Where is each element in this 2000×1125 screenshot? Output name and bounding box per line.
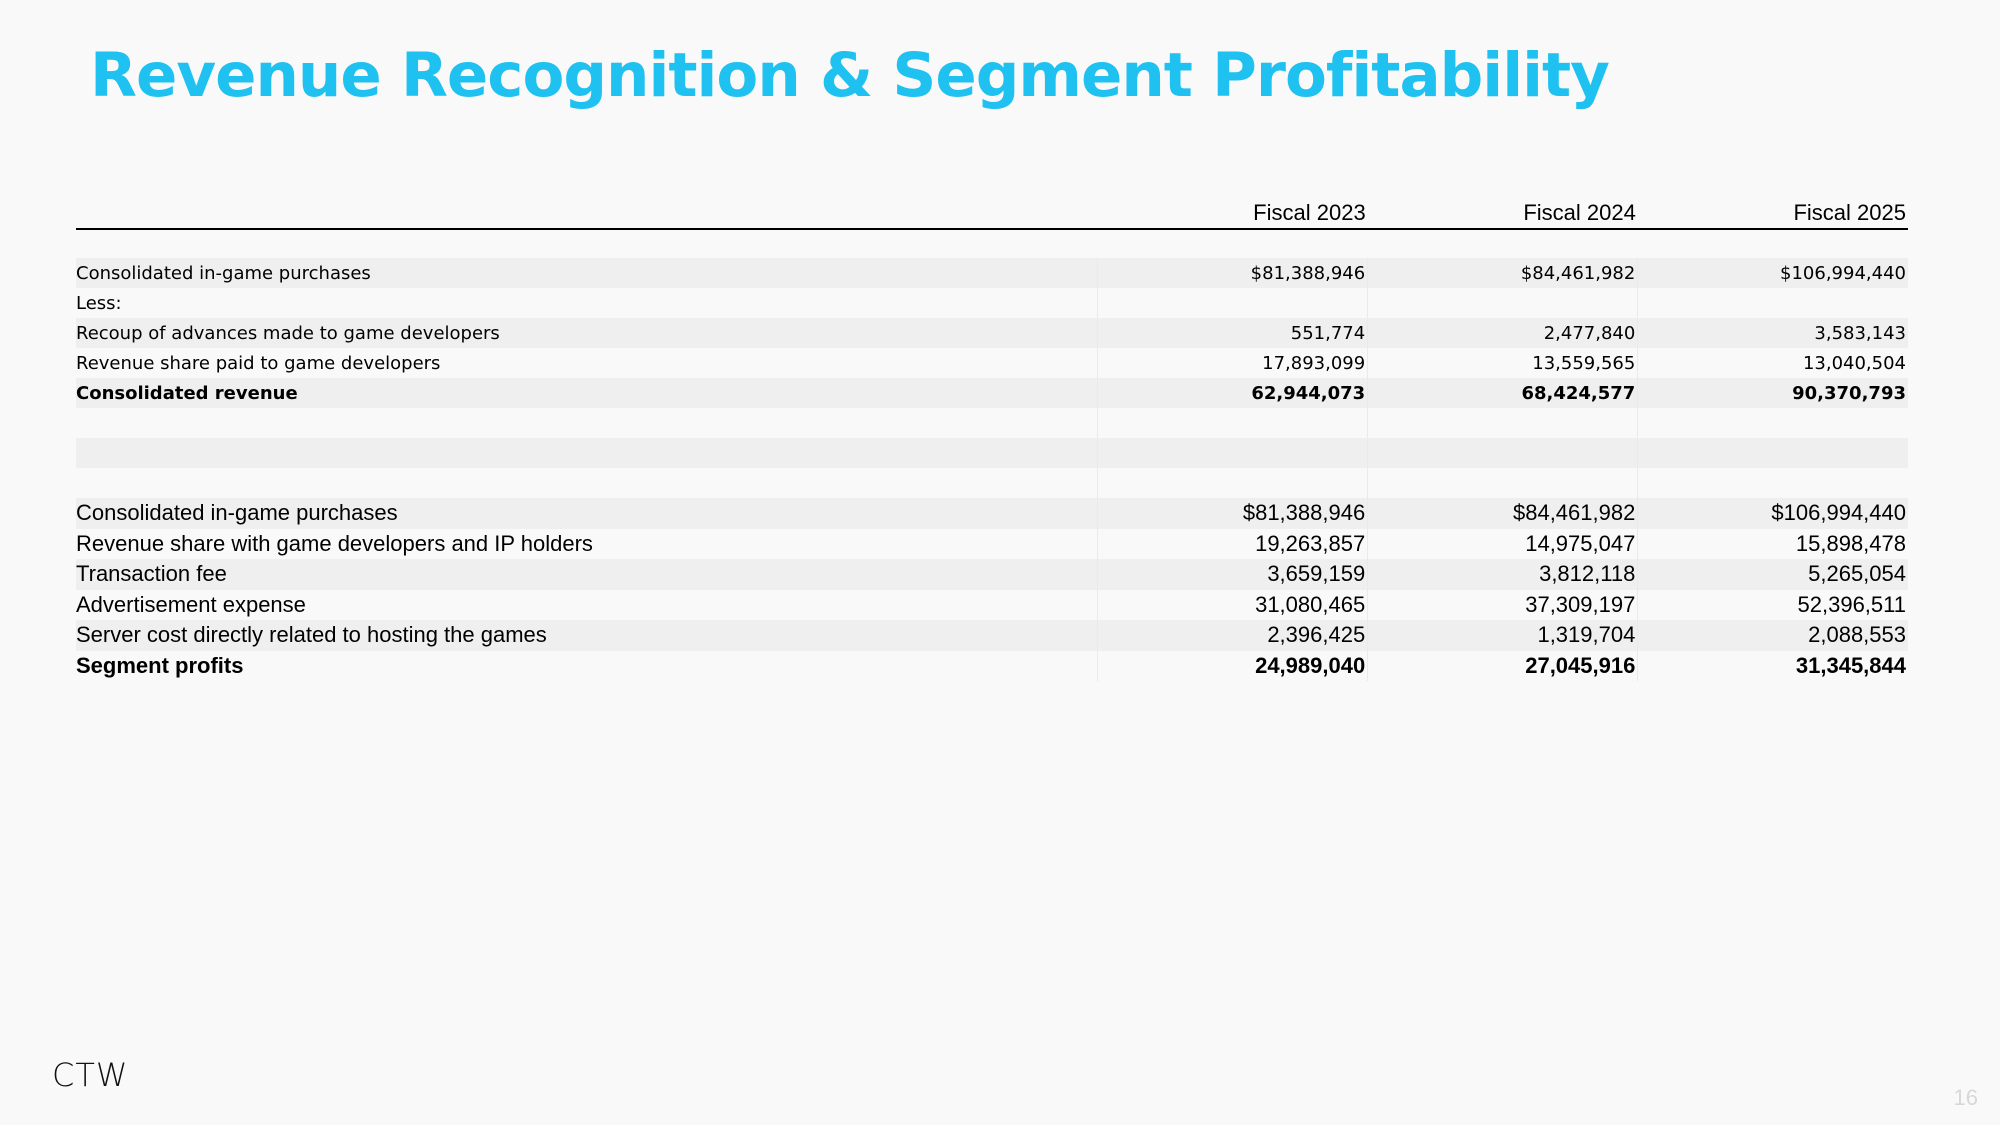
table-row: Recoup of advances made to game develope… — [76, 318, 1908, 348]
table-row: Consolidated in-game purchases $81,388,9… — [76, 498, 1908, 529]
row-label: Less: — [76, 288, 1099, 318]
cell-value: $106,994,440 — [1637, 498, 1908, 529]
header-fiscal-2023: Fiscal 2023 — [1097, 192, 1368, 230]
cell-value: 31,080,465 — [1097, 589, 1369, 620]
header-blank — [76, 192, 1098, 230]
row-label: Revenue share paid to game developers — [76, 348, 1099, 378]
cell-value: 52,396,511 — [1797, 591, 1906, 617]
cell-value: 5,265,054 — [1637, 559, 1908, 590]
table-row-total: Segment profits 24,989,040 27,045,916 31… — [76, 650, 1908, 681]
cell-value: 17,893,099 — [1097, 348, 1369, 378]
row-label: Transaction fee — [76, 559, 1099, 590]
cell-value: 3,812,118 — [1367, 559, 1639, 590]
cell-value: 3,659,159 — [1097, 559, 1369, 590]
cell-value: 27,045,916 — [1367, 650, 1639, 681]
cell-value — [1097, 288, 1369, 318]
cell-value: 15,898,478 — [1795, 530, 1906, 556]
cell-value: 2,088,553 — [1637, 620, 1908, 651]
cell-value: 62,944,073 — [1097, 378, 1369, 408]
row-label: Revenue share with game developers and I… — [76, 528, 1099, 559]
row-label: Consolidated in-game purchases — [76, 258, 1099, 288]
row-label: Consolidated in-game purchases — [76, 498, 1099, 529]
empty-row — [76, 438, 1908, 468]
company-logo: CTW — [52, 1056, 129, 1094]
cell-value: 2,477,840 — [1367, 318, 1639, 348]
cell-value: $84,461,982 — [1367, 258, 1639, 288]
header-fiscal-2024: Fiscal 2024 — [1367, 192, 1638, 230]
header-fiscal-2025: Fiscal 2025 — [1637, 192, 1908, 230]
table-row: Less: — [76, 288, 1908, 318]
cell-value: 551,774 — [1097, 318, 1369, 348]
row-label: Server cost directly related to hosting … — [76, 620, 1099, 651]
spacer-row — [76, 229, 1908, 258]
cell-value: 19,263,857 — [1097, 528, 1369, 559]
cell-value: 3,583,143 — [1637, 318, 1908, 348]
empty-row — [76, 408, 1908, 438]
cell-value: $84,461,982 — [1367, 498, 1639, 529]
cell-value: 13,559,565 — [1367, 348, 1639, 378]
cell-value: $81,388,946 — [1097, 258, 1369, 288]
cell-value — [1638, 288, 1908, 318]
empty-row — [76, 468, 1908, 498]
cell-value: 37,309,197 — [1367, 589, 1639, 620]
page-number: 16 — [1953, 1085, 1978, 1110]
table-row-total: Consolidated revenue 62,944,073 68,424,5… — [76, 378, 1908, 408]
table-row: Revenue share paid to game developers 17… — [76, 348, 1908, 378]
row-label: Consolidated revenue — [76, 378, 1099, 408]
cell-value: 24,989,040 — [1097, 650, 1369, 681]
cell-value: 2,396,425 — [1097, 620, 1369, 651]
cell-value: 1,319,704 — [1367, 620, 1639, 651]
cell-value: 31,345,844 — [1795, 652, 1906, 678]
cell-value: 68,424,577 — [1367, 378, 1639, 408]
table-row: Revenue share with game developers and I… — [76, 528, 1908, 559]
row-label: Advertisement expense — [76, 589, 1099, 620]
table-header-row: Fiscal 2023 Fiscal 2024 Fiscal 2025 — [76, 192, 1908, 230]
table-row: Consolidated in-game purchases $81,388,9… — [76, 258, 1908, 288]
cell-value: 13,040,504 — [1802, 352, 1906, 374]
table-row: Advertisement expense 31,080,465 37,309,… — [76, 589, 1908, 620]
page-title: Revenue Recognition & Segment Profitabil… — [90, 40, 1610, 111]
table-row: Server cost directly related to hosting … — [76, 620, 1908, 651]
row-label: Segment profits — [76, 650, 1099, 681]
table-row: Transaction fee 3,659,159 3,812,118 5,26… — [76, 559, 1908, 590]
cell-value — [1367, 288, 1639, 318]
financial-table: Fiscal 2023 Fiscal 2024 Fiscal 2025 Cons… — [76, 192, 1908, 681]
cell-value: $81,388,946 — [1097, 498, 1369, 529]
cell-value: 90,370,793 — [1637, 378, 1908, 408]
row-label: Recoup of advances made to game develope… — [76, 318, 1099, 348]
cell-value: 14,975,047 — [1367, 528, 1639, 559]
cell-value: $106,994,440 — [1637, 258, 1908, 288]
